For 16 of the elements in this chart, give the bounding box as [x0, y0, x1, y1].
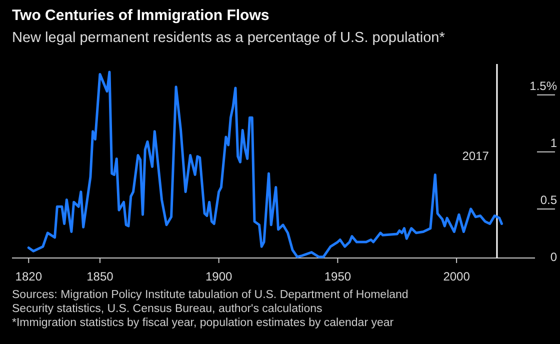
ref-line-label: 2017	[462, 149, 490, 163]
x-tick-label: 1820	[15, 269, 42, 284]
source-note: Sources: Migration Policy Institute tabulation of U.S. Department of Homeland	[12, 289, 408, 301]
y-tick-label: 0.5	[540, 193, 558, 208]
y-tick-label: 0	[550, 250, 558, 264]
x-tick-label: 2000	[443, 269, 470, 284]
chart-title: Two Centuries of Immigration Flows	[12, 7, 270, 24]
x-tick-label: 1950	[324, 269, 352, 284]
y-tick-label: 1.5%	[530, 78, 558, 93]
text: *Immigration statistics by fiscal year, population estimates by calendar year	[12, 317, 394, 329]
chart-subtitle: New legal permanent residents as a percentage of U.S. population*	[12, 30, 446, 46]
y-tick-label: 1	[550, 136, 558, 150]
x-tick-label: 1900	[205, 269, 232, 284]
x-tick-label: 1850	[86, 269, 114, 284]
line-series	[27, 70, 503, 258]
text: Security statistics, U.S. Census Bureau, author's calculations	[12, 303, 323, 315]
